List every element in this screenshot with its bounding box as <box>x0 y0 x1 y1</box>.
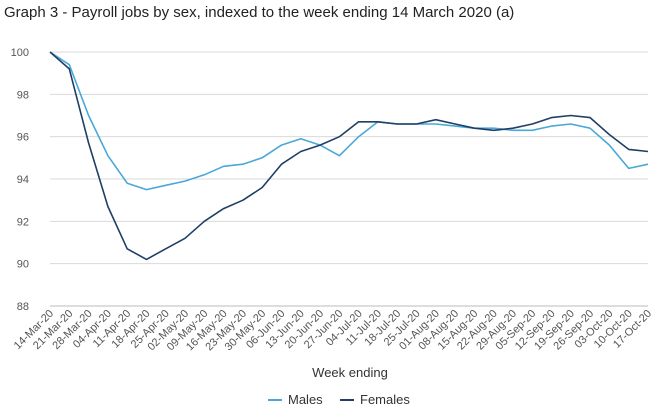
series-lines <box>49 51 649 261</box>
y-tick-label: 88 <box>17 301 29 313</box>
y-tick-label: 90 <box>17 259 29 271</box>
y-axis-ticks: 88 90 92 94 96 98 100 <box>11 47 29 313</box>
y-tick-label: 98 <box>17 89 29 101</box>
y-tick-label: 92 <box>17 216 29 228</box>
chart-title: Graph 3 - Payroll jobs by sex, indexed t… <box>4 4 515 21</box>
x-axis-label: Week ending <box>312 365 388 380</box>
y-tick-label: 100 <box>11 47 29 59</box>
legend-label-females: Females <box>360 392 410 407</box>
legend-label-males: Males <box>288 392 323 407</box>
gridlines <box>50 51 648 307</box>
series-line-males <box>49 51 649 191</box>
x-axis-ticks: 14-Mar-2021-Mar-2028-Mar-2004-Apr-2011-A… <box>12 308 654 354</box>
y-tick-label: 96 <box>17 132 29 144</box>
legend: Males Females <box>268 392 410 407</box>
series-line-females <box>49 51 649 261</box>
y-tick-label: 94 <box>17 174 29 186</box>
